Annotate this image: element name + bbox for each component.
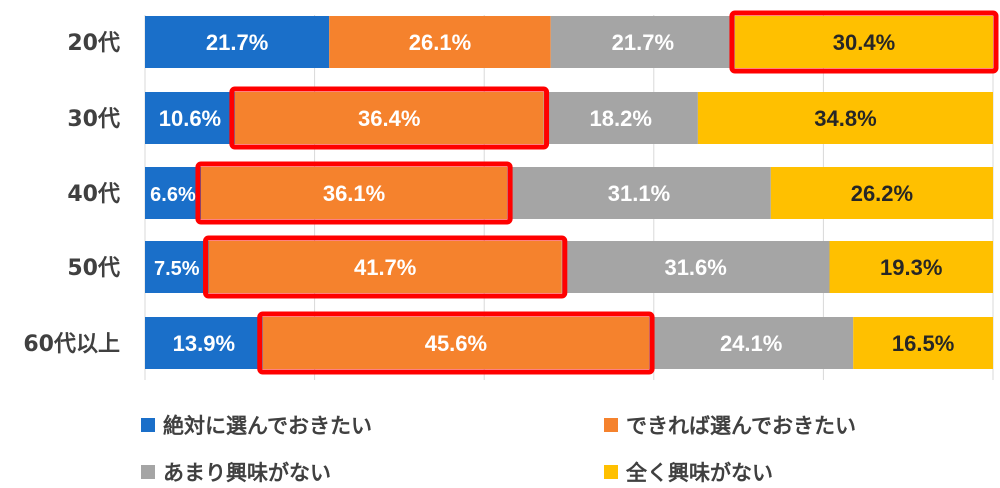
bars xyxy=(145,16,993,369)
data-label-2-series-2: 36.4% xyxy=(358,106,420,131)
data-labels: 21.7% 26.1% 21.7% 30.4% 10.6% 36.4% 18.2% 34.8%… xyxy=(150,30,954,356)
data-label-5-series-1: 13.9% xyxy=(173,331,235,356)
legend: 絶対に選んでおきたい できれば選んでおきたい あまり興味がない 全く興味がない xyxy=(0,390,1000,488)
bar-4-series-2 xyxy=(208,241,562,293)
bar-4-series-3 xyxy=(561,241,830,293)
highlight-box-2 xyxy=(229,86,550,150)
category-label-4: 50代 xyxy=(67,256,120,281)
legend-swatch-series-4 xyxy=(604,465,618,479)
legend-item-series-2: できれば選んでおきたい xyxy=(604,410,856,440)
bar-1-series-4 xyxy=(734,16,993,68)
data-label-1-series-4: 30.4% xyxy=(833,30,895,55)
bar-5-series-4 xyxy=(853,317,993,369)
data-label-5-series-2: 45.6% xyxy=(425,331,487,356)
legend-label-series-1: 絶対に選んでおきたい xyxy=(163,414,372,438)
bar-2-series-4 xyxy=(697,92,993,144)
bar-5-series-1 xyxy=(145,317,263,369)
legend-label-series-2: できれば選んでおきたい xyxy=(626,414,856,438)
highlight-box-3 xyxy=(195,161,513,225)
bar-1-series-3 xyxy=(550,16,735,68)
bar-5-series-2 xyxy=(262,317,650,369)
bar-3-series-4 xyxy=(770,167,993,219)
bar-2-series-1 xyxy=(145,92,235,144)
data-label-5-series-3: 24.1% xyxy=(720,331,782,356)
category-labels: 20代 30代 40代 50代 60代以上 xyxy=(23,31,120,357)
stacked-bar-chart: 21.7% 26.1% 21.7% 30.4% 10.6% 36.4% 18.2% 34.8%… xyxy=(23,10,999,380)
data-label-4-series-2: 41.7% xyxy=(354,255,416,280)
bar-3-series-2 xyxy=(200,167,508,219)
highlight-box-1 xyxy=(729,10,999,74)
category-label-2: 30代 xyxy=(67,107,120,132)
data-label-2-series-4: 34.8% xyxy=(814,106,876,131)
category-label-3: 40代 xyxy=(67,182,120,207)
bar-4-series-1 xyxy=(145,241,209,293)
highlights xyxy=(195,10,999,375)
data-label-4-series-1: 7.5% xyxy=(154,258,200,280)
bar-2-series-2 xyxy=(234,92,544,144)
data-label-3-series-2: 36.1% xyxy=(323,181,385,206)
category-label-5: 60代以上 xyxy=(23,332,120,357)
bar-5-series-3 xyxy=(649,317,854,369)
legend-swatch-series-1 xyxy=(141,418,155,432)
category-label-1: 20代 xyxy=(67,31,120,56)
highlight-box-5 xyxy=(257,311,655,375)
data-label-1-series-3: 21.7% xyxy=(612,30,674,55)
bar-4-series-4 xyxy=(829,241,993,293)
data-label-2-series-1: 10.6% xyxy=(159,106,221,131)
highlight-box-4 xyxy=(203,235,568,299)
legend-item-series-4: 全く興味がない xyxy=(604,457,773,487)
data-label-2-series-3: 18.2% xyxy=(590,106,652,131)
data-label-3-series-3: 31.1% xyxy=(608,181,670,206)
bar-3-series-3 xyxy=(507,167,771,219)
legend-label-series-3: あまり興味がない xyxy=(163,461,331,485)
bar-1-series-1 xyxy=(145,16,330,68)
data-label-3-series-4: 26.2% xyxy=(851,181,913,206)
data-label-1-series-2: 26.1% xyxy=(409,30,471,55)
legend-swatch-series-3 xyxy=(141,465,155,479)
legend-item-series-3: あまり興味がない xyxy=(141,457,331,487)
legend-label-series-4: 全く興味がない xyxy=(626,461,773,485)
data-label-3-series-1: 6.6% xyxy=(150,184,196,206)
bar-2-series-3 xyxy=(543,92,698,144)
data-label-1-series-1: 21.7% xyxy=(206,30,268,55)
legend-swatch-series-2 xyxy=(604,418,618,432)
data-label-4-series-4: 19.3% xyxy=(880,255,942,280)
bar-1-series-2 xyxy=(329,16,551,68)
bar-3-series-1 xyxy=(145,167,201,219)
data-label-4-series-3: 31.6% xyxy=(664,255,726,280)
data-label-5-series-4: 16.5% xyxy=(892,331,954,356)
legend-item-series-1: 絶対に選んでおきたい xyxy=(141,410,372,440)
